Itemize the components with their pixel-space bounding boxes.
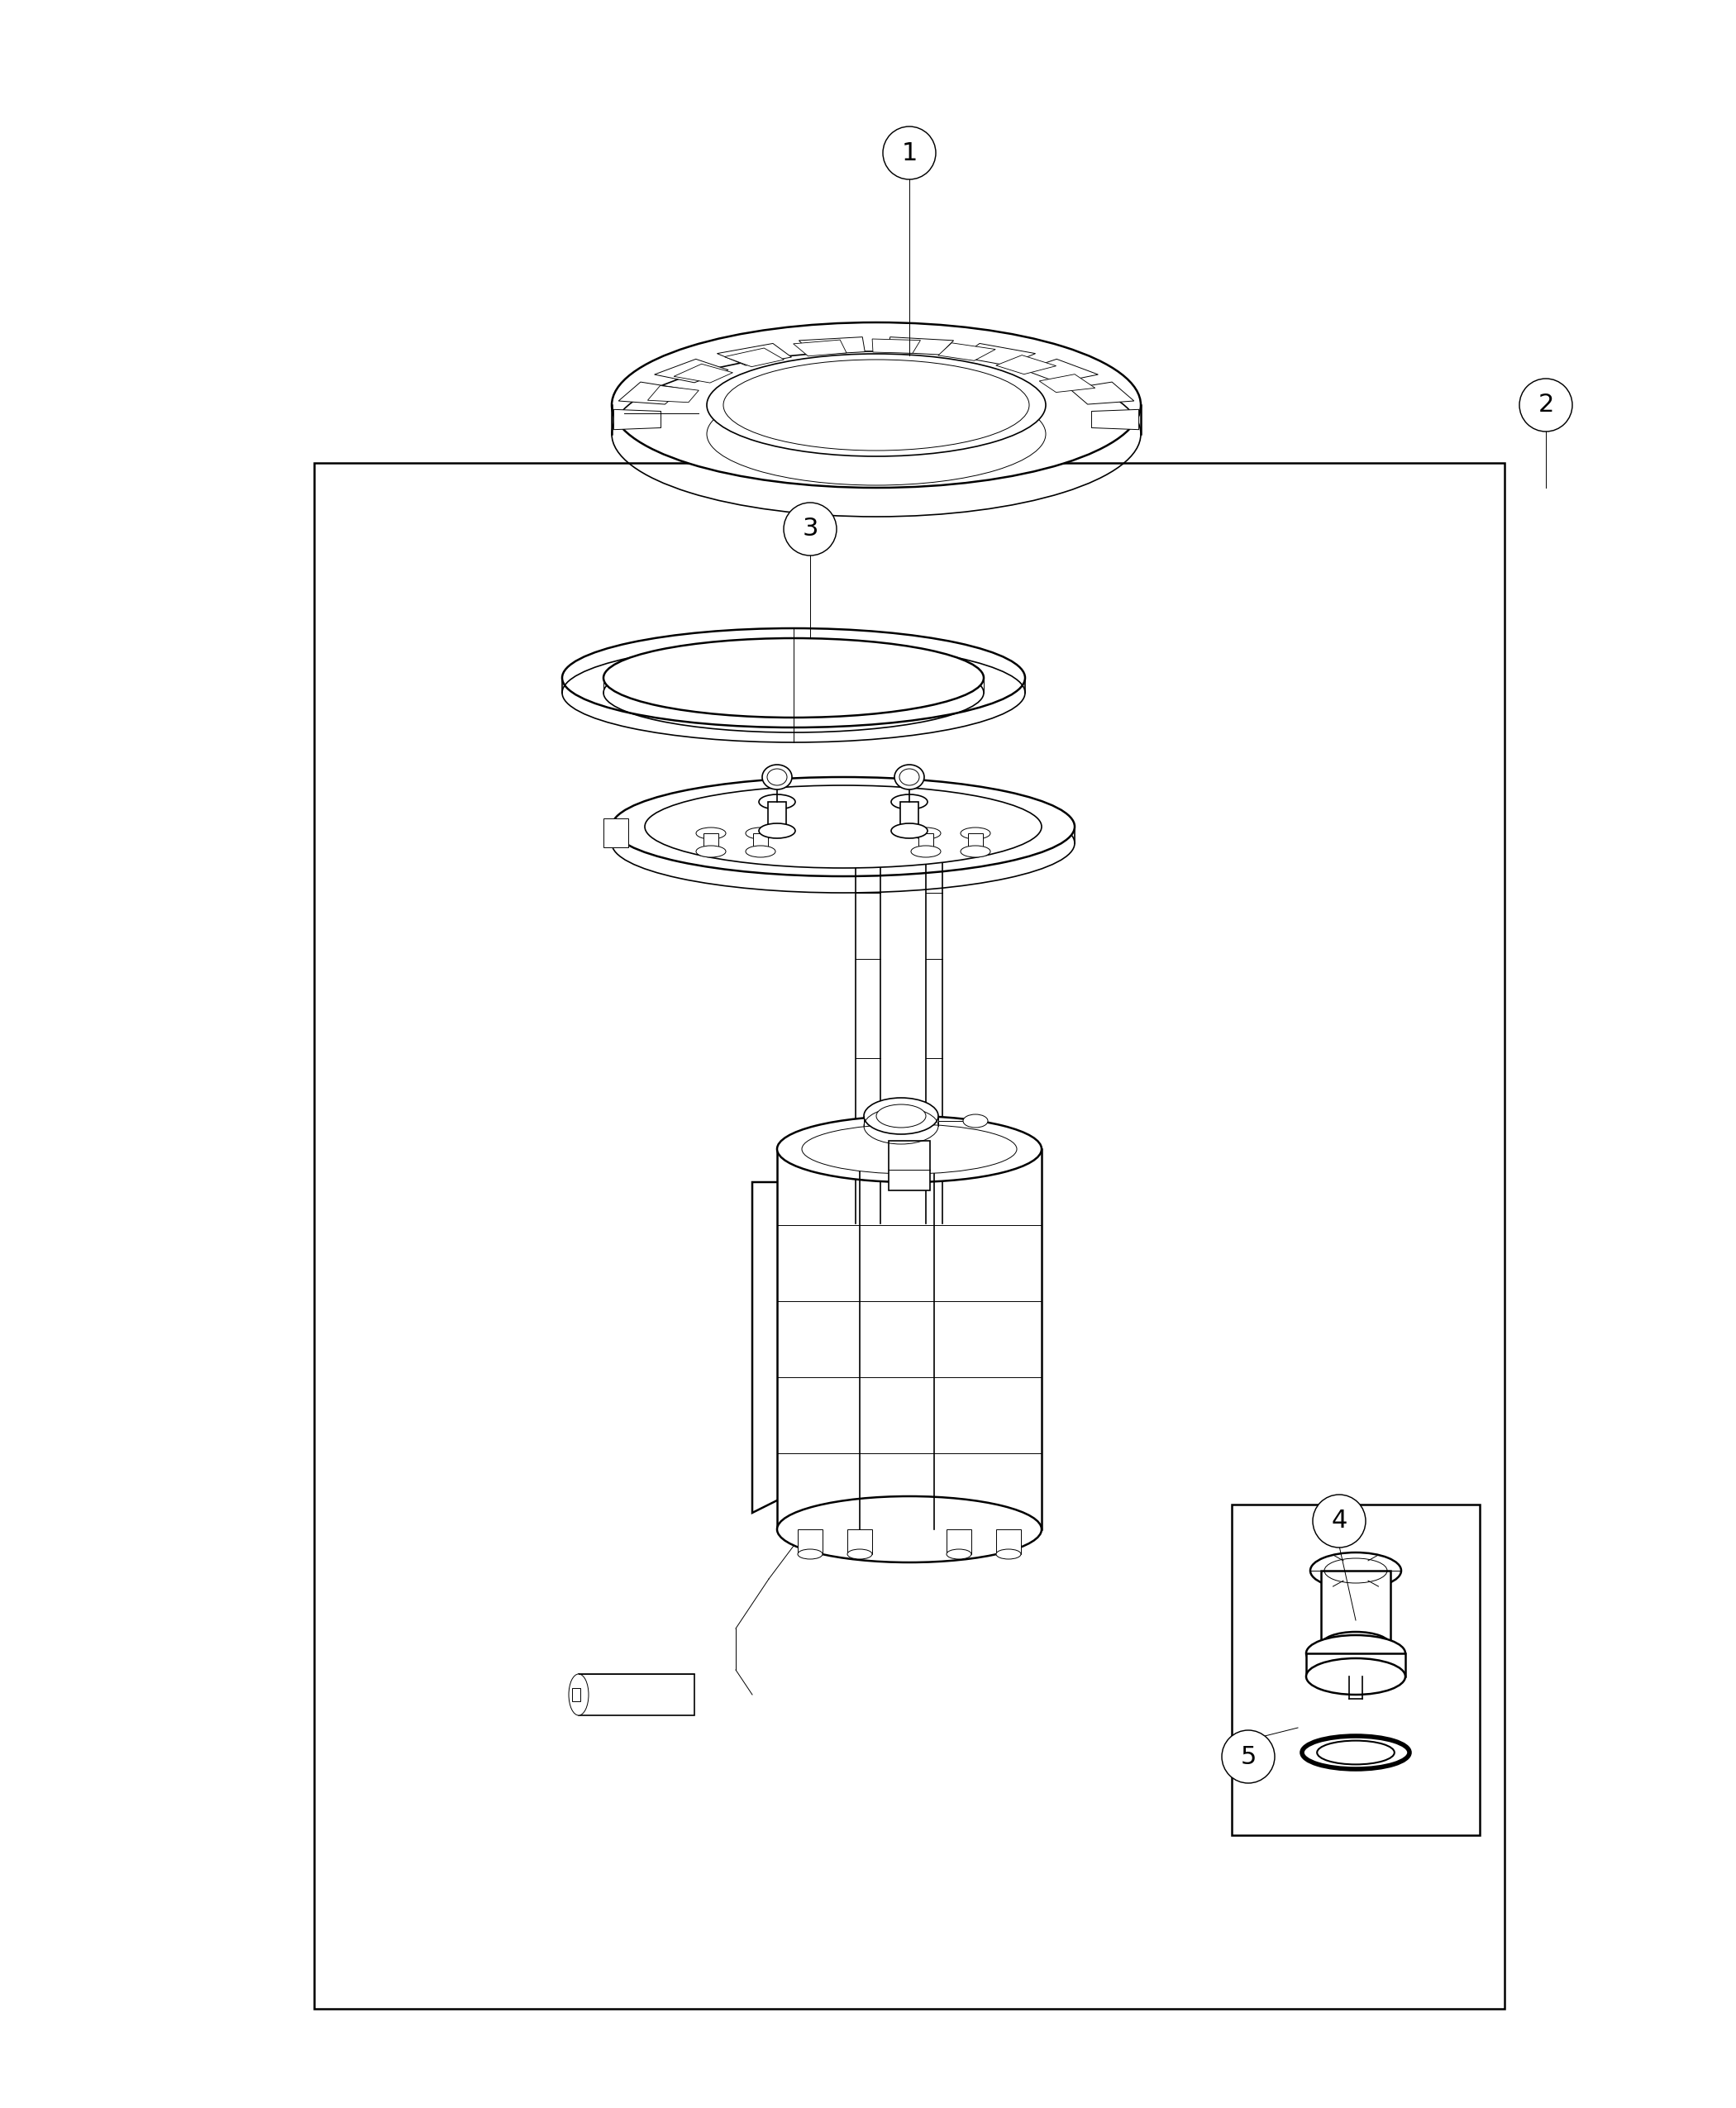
Ellipse shape [894, 765, 924, 790]
Polygon shape [752, 1183, 785, 1514]
Bar [901, 801, 918, 831]
Ellipse shape [746, 845, 776, 858]
Ellipse shape [1321, 1632, 1391, 1659]
Polygon shape [604, 818, 628, 847]
Ellipse shape [724, 360, 1029, 451]
Ellipse shape [891, 795, 927, 809]
Polygon shape [962, 344, 1035, 365]
Bar [753, 833, 767, 852]
Ellipse shape [696, 828, 726, 839]
Polygon shape [724, 348, 785, 367]
Polygon shape [615, 409, 661, 430]
Polygon shape [996, 354, 1055, 375]
Ellipse shape [604, 639, 984, 717]
Polygon shape [1040, 375, 1095, 392]
Ellipse shape [1519, 379, 1573, 432]
Text: 4: 4 [1332, 1509, 1347, 1533]
Ellipse shape [1312, 1495, 1366, 1547]
Ellipse shape [802, 1124, 1017, 1174]
Bar [799, 1528, 823, 1554]
Polygon shape [1024, 358, 1099, 384]
Ellipse shape [884, 126, 936, 179]
Ellipse shape [644, 786, 1042, 868]
Bar [573, 1689, 580, 1701]
Polygon shape [887, 337, 953, 354]
Ellipse shape [767, 769, 786, 786]
Ellipse shape [611, 323, 1141, 487]
Bar [918, 833, 934, 852]
Ellipse shape [799, 1549, 823, 1560]
Polygon shape [654, 358, 729, 384]
Ellipse shape [911, 828, 941, 839]
Polygon shape [717, 344, 792, 365]
Ellipse shape [877, 1105, 925, 1128]
Bar [996, 1528, 1021, 1554]
Bar [314, 464, 1505, 2009]
Bar [578, 1674, 694, 1716]
Ellipse shape [996, 1549, 1021, 1560]
Polygon shape [799, 337, 865, 354]
Polygon shape [871, 339, 920, 354]
Polygon shape [937, 344, 995, 360]
Ellipse shape [746, 828, 776, 839]
Polygon shape [674, 365, 733, 384]
Bar [889, 1140, 930, 1191]
Ellipse shape [946, 1549, 972, 1560]
Ellipse shape [899, 769, 920, 786]
Text: 5: 5 [1240, 1745, 1257, 1769]
Bar [847, 1528, 871, 1554]
Ellipse shape [911, 845, 941, 858]
Text: 3: 3 [802, 516, 818, 542]
Ellipse shape [960, 828, 990, 839]
Polygon shape [648, 386, 700, 403]
Polygon shape [1092, 409, 1139, 430]
Ellipse shape [891, 824, 927, 839]
Bar [778, 1149, 1042, 1528]
Ellipse shape [783, 502, 837, 557]
Ellipse shape [865, 1098, 937, 1134]
Ellipse shape [778, 1115, 1042, 1183]
Polygon shape [618, 382, 682, 405]
Ellipse shape [569, 1674, 589, 1716]
Bar [946, 1528, 972, 1554]
Ellipse shape [963, 1115, 988, 1128]
Ellipse shape [707, 354, 1045, 455]
Ellipse shape [611, 778, 1075, 877]
Ellipse shape [1311, 1551, 1401, 1589]
Ellipse shape [759, 795, 795, 809]
Ellipse shape [1305, 1659, 1406, 1695]
Text: 2: 2 [1538, 392, 1554, 417]
Text: 1: 1 [901, 141, 917, 164]
Ellipse shape [762, 765, 792, 790]
Bar [767, 801, 786, 831]
Ellipse shape [759, 824, 795, 839]
Ellipse shape [847, 1549, 871, 1560]
Polygon shape [793, 339, 847, 356]
Ellipse shape [1305, 1636, 1406, 1672]
Ellipse shape [778, 1497, 1042, 1562]
Bar [1305, 1653, 1406, 1676]
Bar [1321, 1570, 1391, 1644]
Ellipse shape [562, 628, 1024, 727]
Ellipse shape [1222, 1731, 1274, 1783]
Bar [703, 833, 719, 852]
Polygon shape [1069, 382, 1134, 405]
Ellipse shape [696, 845, 726, 858]
Ellipse shape [960, 845, 990, 858]
Bar [1233, 1505, 1479, 1836]
Bar [969, 833, 983, 852]
